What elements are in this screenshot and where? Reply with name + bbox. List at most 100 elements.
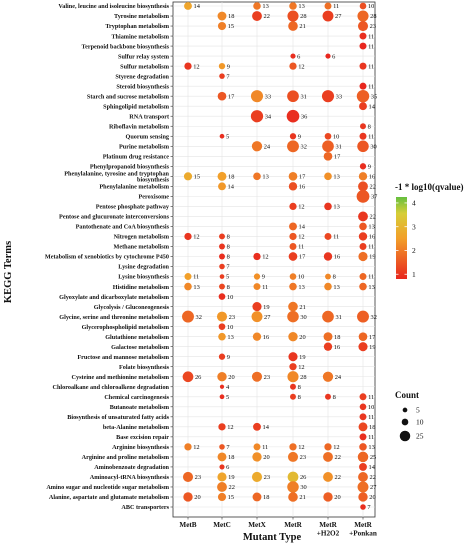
bubble (287, 471, 299, 483)
bubble (219, 243, 225, 250)
bubble-count-label: 22 (335, 474, 341, 481)
bubble (251, 141, 263, 152)
x-tick-labels: MetB MetC MetX MetR MetR +H2O2 MetR +Ponkan (179, 517, 377, 538)
y-tick-label: Phenylalanine, tyrosine and tryptophan bi… (64, 170, 169, 183)
bubble (359, 273, 367, 281)
bubble (217, 472, 227, 482)
bubble (182, 471, 194, 482)
bubble-count-label: 10 (368, 3, 374, 10)
bubble-count-label: 11 (333, 234, 339, 241)
y-tick-label: Thiamine metabolism (111, 33, 169, 40)
bubble (251, 471, 263, 482)
y-tick-label: Styrene degradation (115, 73, 169, 80)
bubble-count-label: 16 (334, 344, 340, 351)
bubble-count-label: 20 (369, 494, 375, 501)
y-tick-label: Glyoxylate and dicarboxylate metabolism (59, 294, 170, 301)
bubble (324, 232, 332, 240)
bubble (359, 393, 367, 401)
bubble-count-label: 18 (263, 494, 269, 501)
bubble (217, 372, 227, 382)
y-tick-label: Steroid biosynthesis (116, 83, 169, 90)
bubble (289, 273, 297, 280)
bubble-count-label: 10 (227, 294, 233, 301)
bubble (359, 242, 367, 250)
bubble (290, 393, 296, 400)
bubble (217, 452, 227, 462)
y-tick-label: Quorum sensing (126, 133, 170, 140)
bubble-count-label: 12 (298, 444, 304, 451)
bubble (184, 2, 192, 10)
bubble-count-label: 19 (299, 354, 305, 361)
y-tick-label: Tryptophan metabolism (105, 23, 170, 30)
bubble-count-label: 23 (370, 23, 376, 30)
y-tick-label: Lysine biosynthesis (118, 274, 169, 281)
bubble (357, 451, 369, 463)
size-legend-label: 5 (416, 406, 420, 415)
bubble (288, 352, 298, 362)
bubble-count-label: 12 (298, 234, 304, 241)
color-legend-label: 1 (412, 270, 416, 279)
bubble-count-label: 25 (370, 454, 376, 461)
y-tick-labels: Valine, leucine and isoleucine biosynthe… (45, 3, 173, 511)
y-tick-label: Chloroalkane and chloroalkene degradatio… (53, 384, 170, 391)
bubble-count-label: 28 (300, 374, 306, 381)
bubble (253, 273, 261, 280)
bubble-count-label: 14 (369, 103, 376, 110)
y-tick-label: Cysteine and methionine metabolism (72, 374, 170, 381)
bubble (289, 282, 297, 291)
bubble-count-label: 9 (298, 133, 301, 140)
bubble (287, 310, 299, 323)
y-tick-label: Sulfur relay system (118, 53, 170, 60)
bubble-count-label: 13 (193, 284, 199, 291)
bubble-count-label: 20 (263, 454, 269, 461)
bubble (184, 273, 192, 281)
bubble (359, 102, 367, 111)
bubble-count-label: 31 (335, 314, 341, 321)
bubble-count-label: 7 (226, 444, 230, 451)
bubble-count-label: 7 (226, 264, 230, 271)
bubble (217, 21, 227, 31)
bubble (357, 310, 369, 323)
bubble (218, 353, 226, 360)
bubble-count-label: 16 (369, 174, 375, 181)
bubble (322, 371, 334, 382)
bubble (358, 181, 368, 192)
bubble-count-label: 18 (334, 334, 340, 341)
y-tick-label: Starch and sucrose metabolism (87, 93, 170, 100)
bubble-count-label: 11 (368, 274, 374, 281)
bubble (358, 232, 368, 241)
bubble (183, 492, 193, 502)
bubble-count-label: 9 (227, 354, 230, 361)
y-tick-label: Chemical carcinogenesis (104, 394, 169, 401)
bubble (288, 182, 298, 191)
bubble (252, 302, 262, 312)
count-labels: 14 13 13 11 10 18 22 28 27 28 15 21 23 11 11 6 6 12 9 12 11 7… (193, 3, 378, 511)
y-tick-label: Phenylalanine metabolism (99, 184, 169, 191)
bubble (287, 451, 299, 462)
bubble (360, 504, 366, 510)
bubble-count-label: 14 (369, 464, 376, 471)
bubble (359, 433, 367, 441)
bubble (359, 62, 367, 70)
bubble (289, 242, 297, 250)
bubble (359, 222, 367, 231)
y-tick-label: Fructose and mannose metabolism (77, 354, 169, 361)
y-tick-label: Lysine degradation (118, 264, 169, 271)
y-tick-label: RNA transport (129, 113, 170, 120)
bubble-count-label: 22 (264, 13, 270, 20)
bubble (324, 172, 332, 181)
bubble-count-label: 11 (368, 63, 374, 70)
bubble (289, 2, 297, 10)
bubble (358, 422, 368, 432)
bubble (325, 53, 331, 59)
bubble (357, 10, 369, 22)
bubble-count-label: 8 (227, 244, 230, 251)
x-tick-label: MetR +Ponkan (349, 521, 377, 538)
bubble-count-label: 22 (370, 214, 376, 221)
bubble (359, 462, 367, 471)
bubble (184, 232, 192, 241)
bubble (360, 123, 366, 130)
bubble-count-label: 6 (297, 53, 300, 60)
bubble (218, 323, 226, 330)
